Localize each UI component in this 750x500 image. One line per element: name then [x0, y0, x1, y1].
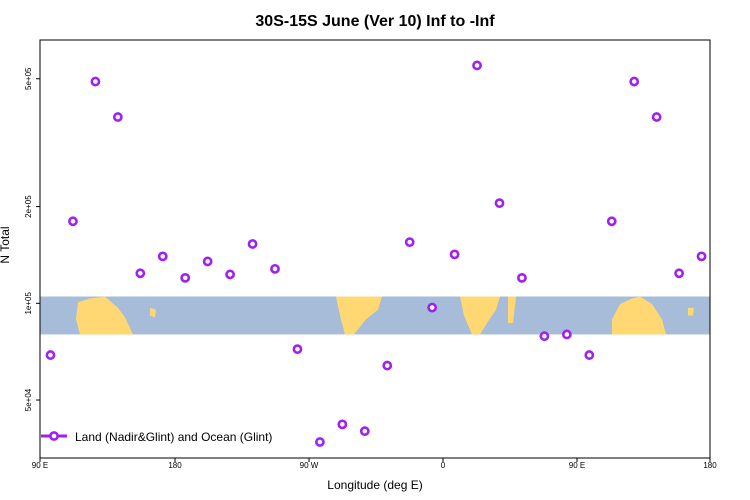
data-point — [494, 198, 505, 209]
data-point — [90, 76, 101, 87]
land-mass — [688, 307, 694, 316]
data-point — [472, 60, 482, 71]
legend-marker — [49, 431, 59, 441]
data-point — [606, 216, 617, 227]
land-ocean-map-band — [40, 296, 710, 335]
data-point — [292, 344, 303, 355]
x-tick-label: 90 W — [300, 461, 319, 470]
data-point — [68, 216, 78, 227]
data-point — [651, 112, 662, 122]
data-point — [45, 350, 56, 360]
land-mass — [612, 296, 666, 335]
y-tick-label: 2e+05 — [24, 195, 33, 218]
x-tick-label: 90 E — [569, 461, 585, 470]
data-point — [135, 268, 146, 279]
y-tick-label: 5e+04 — [24, 388, 33, 411]
data-point — [539, 331, 550, 342]
data-point — [202, 256, 213, 267]
x-tick-label: 90 E — [32, 461, 48, 470]
data-point — [112, 112, 123, 122]
x-tick-label: 180 — [168, 461, 182, 470]
land-mass — [336, 296, 382, 335]
data-point — [674, 268, 684, 279]
x-tick-label: 180 — [703, 461, 717, 470]
data-point — [359, 426, 370, 437]
data-point — [337, 419, 348, 430]
data-point — [180, 272, 191, 283]
data-point — [696, 251, 707, 262]
legend-label: Land (Nadir&Glint) and Ocean (Glint) — [75, 430, 272, 444]
data-point — [584, 350, 595, 360]
data-points — [45, 60, 707, 447]
y-axis: 5e+04 1e+05 2e+05 5e+05 — [24, 67, 40, 411]
plot-frame — [39, 39, 711, 459]
y-tick-label: 1e+05 — [24, 292, 33, 315]
data-point — [270, 263, 280, 274]
data-point — [629, 76, 640, 87]
land-mass — [460, 296, 500, 335]
data-point — [247, 239, 258, 249]
data-point — [427, 302, 438, 313]
data-point — [225, 269, 235, 280]
x-axis: 90 E 180 90 W 0 90 E 180 — [32, 458, 717, 470]
chart-title: 30S-15S June (Ver 10) Inf to -Inf — [255, 13, 495, 30]
x-tick-label: 0 — [441, 461, 446, 470]
data-point — [404, 237, 415, 248]
data-point — [561, 329, 572, 340]
data-point — [314, 437, 325, 447]
land-mass — [508, 296, 516, 324]
y-tick-label: 5e+05 — [24, 67, 33, 90]
data-point — [157, 251, 168, 262]
y-axis-label: N Total — [0, 226, 12, 263]
legend: Land (Nadir&Glint) and Ocean (Glint) — [41, 430, 272, 444]
x-axis-label: Longitude (deg E) — [327, 478, 422, 492]
data-point — [382, 360, 393, 371]
land-mass — [76, 296, 133, 335]
land-mass — [150, 307, 156, 318]
data-point — [449, 249, 460, 260]
data-point — [517, 272, 527, 283]
